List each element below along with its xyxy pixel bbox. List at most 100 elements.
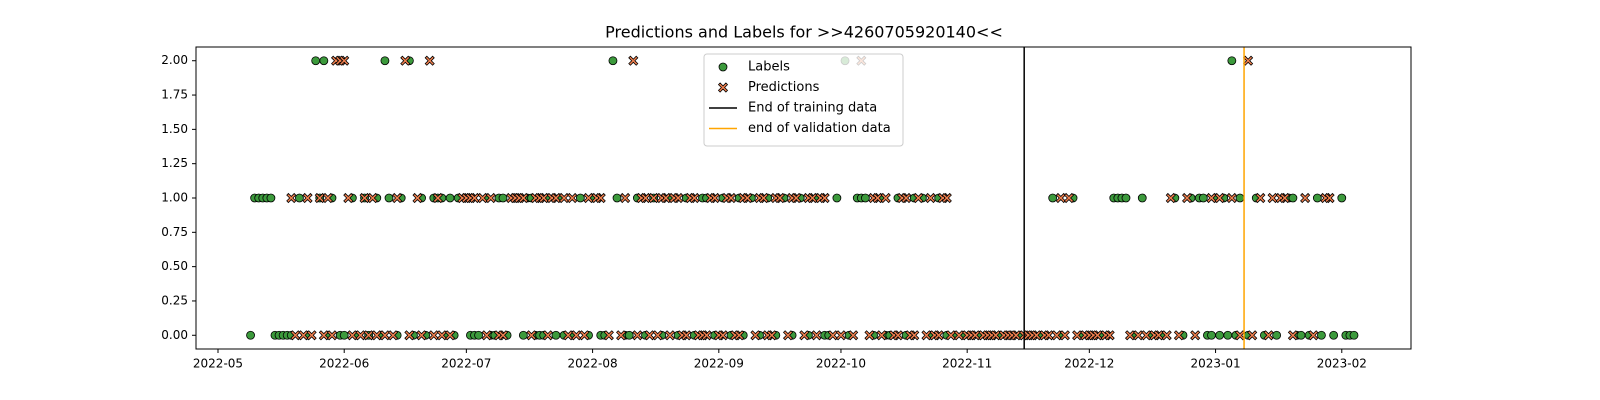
data-point bbox=[913, 192, 924, 204]
data-point bbox=[380, 56, 390, 66]
data-point bbox=[339, 55, 350, 66]
data-point bbox=[295, 193, 304, 203]
data-point bbox=[412, 192, 423, 204]
x-tick-label: 2022-12 bbox=[1064, 357, 1114, 371]
data-point bbox=[1227, 56, 1237, 66]
y-tick-label: 0.25 bbox=[161, 293, 188, 307]
data-point bbox=[319, 56, 329, 66]
data-point bbox=[306, 330, 317, 341]
x-tick-label: 2022-07 bbox=[441, 357, 491, 371]
data-point bbox=[322, 192, 333, 204]
data-point bbox=[1296, 330, 1306, 340]
data-point bbox=[860, 193, 870, 203]
data-point bbox=[1329, 330, 1339, 340]
data-point bbox=[750, 330, 761, 341]
data-point bbox=[1247, 330, 1258, 341]
x-tick-label: 2022-06 bbox=[319, 357, 369, 371]
data-point bbox=[811, 330, 822, 341]
data-point bbox=[1255, 192, 1266, 204]
data-point bbox=[1055, 192, 1066, 204]
data-point bbox=[819, 192, 830, 204]
legend-box bbox=[703, 53, 904, 147]
data-point bbox=[1272, 330, 1282, 340]
data-point bbox=[526, 330, 537, 341]
legend-label: Predictions bbox=[748, 80, 820, 95]
data-point bbox=[1190, 330, 1201, 341]
data-point bbox=[1288, 193, 1298, 203]
data-point bbox=[343, 192, 354, 204]
x-tick-label: 2022-11 bbox=[942, 357, 992, 371]
data-point bbox=[575, 193, 585, 203]
data-point bbox=[518, 330, 528, 340]
data-point bbox=[1279, 192, 1290, 204]
data-point bbox=[1324, 192, 1335, 204]
y-tick-label: 1.25 bbox=[161, 156, 188, 170]
data-point bbox=[1137, 193, 1147, 203]
data-point bbox=[474, 330, 483, 340]
data-point bbox=[620, 192, 631, 204]
data-point bbox=[774, 192, 785, 204]
data-point bbox=[717, 330, 728, 341]
data-point bbox=[603, 330, 614, 341]
legend-marker bbox=[718, 62, 728, 72]
data-point bbox=[616, 330, 627, 341]
data-point bbox=[835, 330, 847, 341]
data-point bbox=[445, 193, 455, 203]
data-point bbox=[1214, 192, 1225, 204]
data-point bbox=[681, 330, 692, 341]
data-point bbox=[339, 330, 349, 340]
data-point bbox=[933, 330, 944, 341]
data-point bbox=[876, 330, 887, 341]
data-point bbox=[311, 56, 321, 66]
data-point bbox=[1223, 330, 1233, 340]
data-point bbox=[498, 193, 508, 203]
data-point bbox=[1337, 193, 1347, 203]
y-tick-label: 0.50 bbox=[161, 259, 188, 273]
data-point bbox=[664, 330, 676, 341]
y-tick-label: 0.00 bbox=[161, 328, 188, 342]
data-point bbox=[445, 330, 456, 341]
data-point bbox=[1059, 330, 1070, 341]
data-point bbox=[1235, 193, 1245, 203]
data-point bbox=[388, 330, 399, 341]
plot-frame bbox=[195, 46, 1412, 350]
data-point bbox=[652, 330, 663, 341]
data-point bbox=[1243, 55, 1254, 66]
data-point bbox=[518, 192, 529, 204]
chart-title: Predictions and Labels for >>42607059201… bbox=[605, 23, 1003, 42]
data-point bbox=[1104, 330, 1115, 341]
legend-label: Labels bbox=[748, 60, 790, 75]
data-point bbox=[901, 192, 912, 204]
data-point bbox=[612, 193, 622, 203]
data-point bbox=[404, 330, 415, 341]
data-point bbox=[848, 330, 859, 341]
data-point bbox=[1121, 193, 1131, 203]
data-point bbox=[392, 192, 403, 204]
data-point bbox=[1300, 192, 1311, 204]
data-point bbox=[416, 330, 427, 341]
data-point bbox=[1312, 193, 1322, 203]
data-point bbox=[542, 330, 553, 341]
data-point bbox=[941, 192, 952, 204]
data-point bbox=[925, 192, 936, 204]
data-point bbox=[246, 330, 255, 340]
data-point bbox=[832, 193, 842, 203]
data-point bbox=[1048, 193, 1058, 203]
data-point bbox=[673, 192, 684, 204]
data-point bbox=[286, 192, 297, 204]
data-point bbox=[424, 55, 435, 66]
y-tick-label: 1.75 bbox=[161, 88, 188, 102]
data-point bbox=[485, 192, 496, 204]
data-point bbox=[782, 330, 794, 341]
data-point bbox=[579, 330, 590, 341]
data-point bbox=[1215, 330, 1225, 340]
x-tick-label: 2023-01 bbox=[1190, 357, 1240, 371]
data-point bbox=[880, 192, 891, 204]
data-point bbox=[1263, 330, 1274, 341]
data-point bbox=[632, 330, 643, 341]
legend-label: end of validation data bbox=[748, 121, 891, 136]
data-point bbox=[709, 192, 720, 204]
data-point bbox=[725, 192, 737, 204]
data-point bbox=[384, 193, 394, 203]
